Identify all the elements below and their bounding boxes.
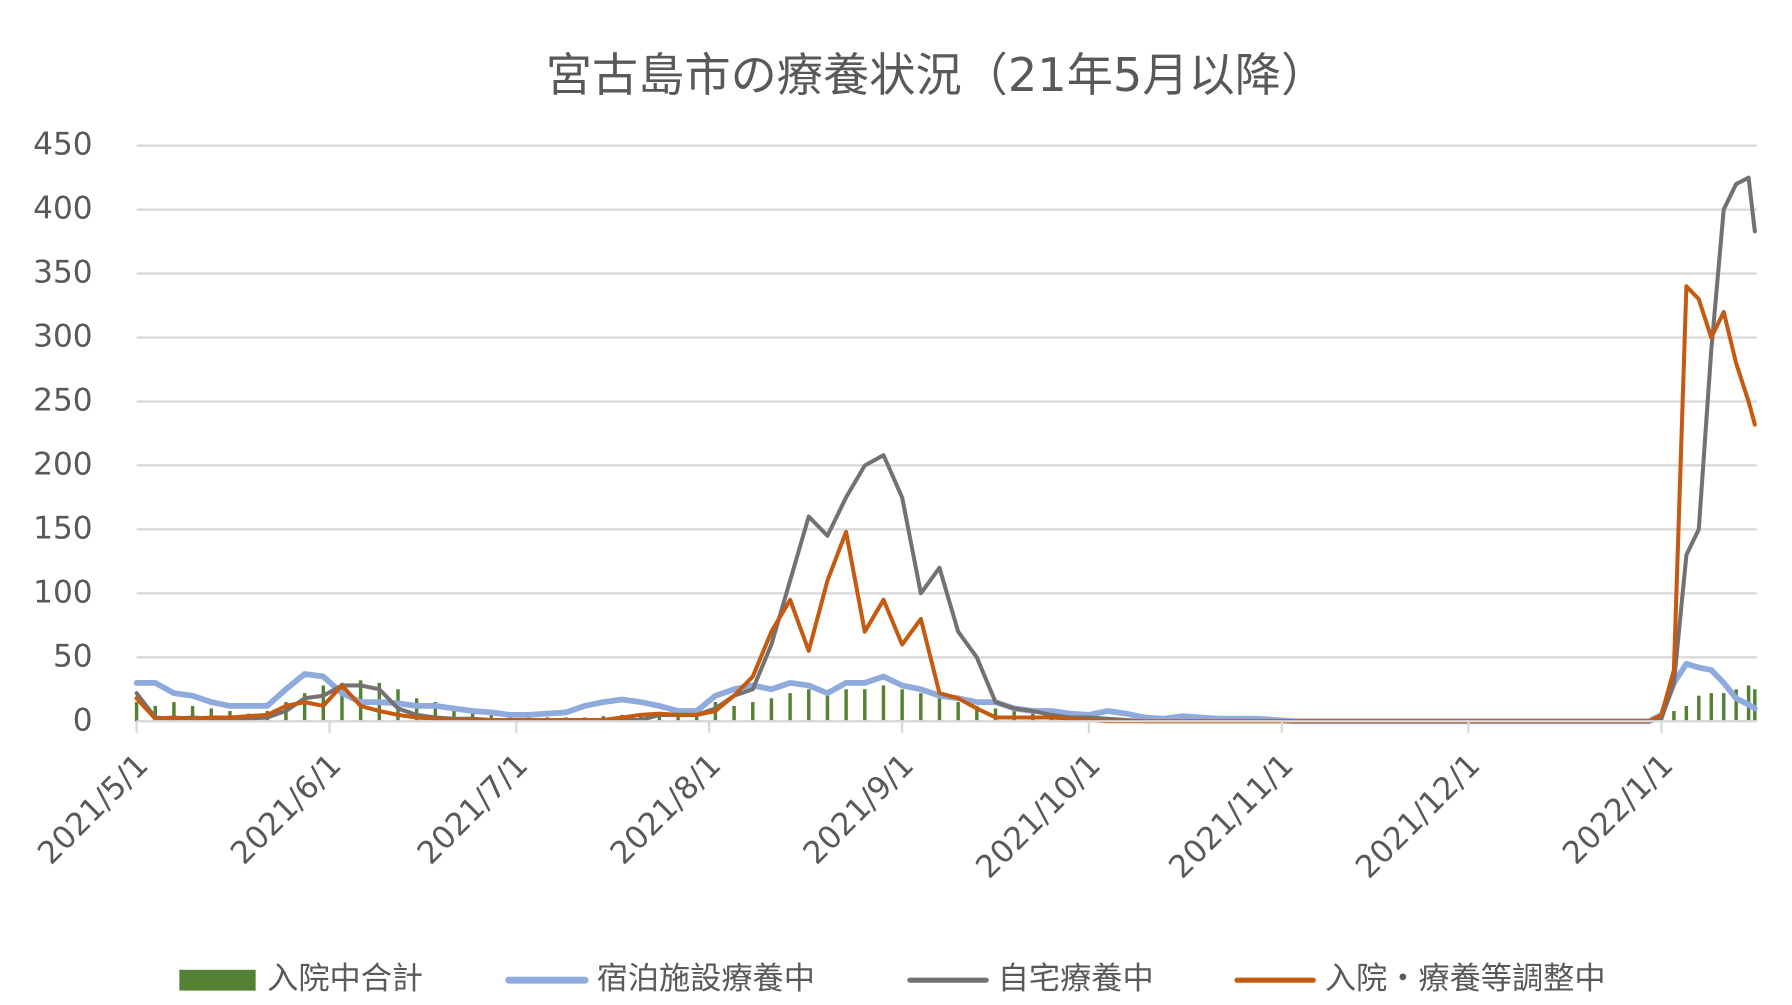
bar <box>900 689 904 722</box>
bar <box>881 685 886 722</box>
bar <box>1734 689 1738 722</box>
bar <box>863 689 867 722</box>
legend-label: 入院中合計 <box>267 961 423 997</box>
bar <box>1684 705 1689 722</box>
y-tick-label: 150 <box>33 510 93 546</box>
y-tick-label: 200 <box>33 446 93 482</box>
bar <box>489 711 494 722</box>
bar <box>657 714 662 722</box>
bar <box>1697 695 1701 722</box>
bar <box>470 708 475 722</box>
bar <box>190 705 195 722</box>
bar <box>788 693 792 722</box>
bar <box>414 698 419 722</box>
legend-label: 入院・療養等調整中 <box>1325 961 1606 997</box>
y-tick-label: 450 <box>33 127 93 163</box>
y-tick-label: 0 <box>73 702 93 738</box>
bar <box>844 689 848 722</box>
bar <box>153 705 157 722</box>
bar <box>732 705 736 722</box>
bar <box>1709 693 1713 722</box>
bar <box>975 705 979 722</box>
legend-label: 宿泊施設療養中 <box>597 961 815 997</box>
bar <box>1721 693 1726 722</box>
bar <box>825 693 830 722</box>
y-tick-label: 250 <box>33 382 93 418</box>
bar <box>769 698 774 722</box>
bar <box>695 713 699 722</box>
y-tick-label: 400 <box>33 191 93 227</box>
legend-label: 自宅療養中 <box>998 961 1154 997</box>
bar <box>956 702 960 722</box>
bar <box>433 702 438 722</box>
legend-swatch <box>179 969 256 991</box>
bar <box>937 698 942 722</box>
y-tick-label: 50 <box>53 638 93 674</box>
bar <box>751 702 755 722</box>
bar <box>134 702 139 722</box>
bar <box>302 693 307 722</box>
bar <box>1672 711 1676 722</box>
bar <box>452 705 456 722</box>
bar <box>209 708 214 722</box>
bar <box>919 693 923 722</box>
y-tick-label: 350 <box>33 255 93 291</box>
y-tick-label: 100 <box>33 574 93 610</box>
bar <box>807 689 811 722</box>
y-tick-label: 300 <box>33 319 93 355</box>
bar <box>172 702 176 722</box>
bar <box>993 708 998 722</box>
legend: 入院中合計 宿泊施設療養中 自宅療養中 入院・療養等調整中 <box>179 961 1606 997</box>
bar <box>676 714 680 722</box>
bar <box>340 682 344 722</box>
chart-title: 宮古島市の療養状況（21年5月以降） <box>546 48 1327 102</box>
